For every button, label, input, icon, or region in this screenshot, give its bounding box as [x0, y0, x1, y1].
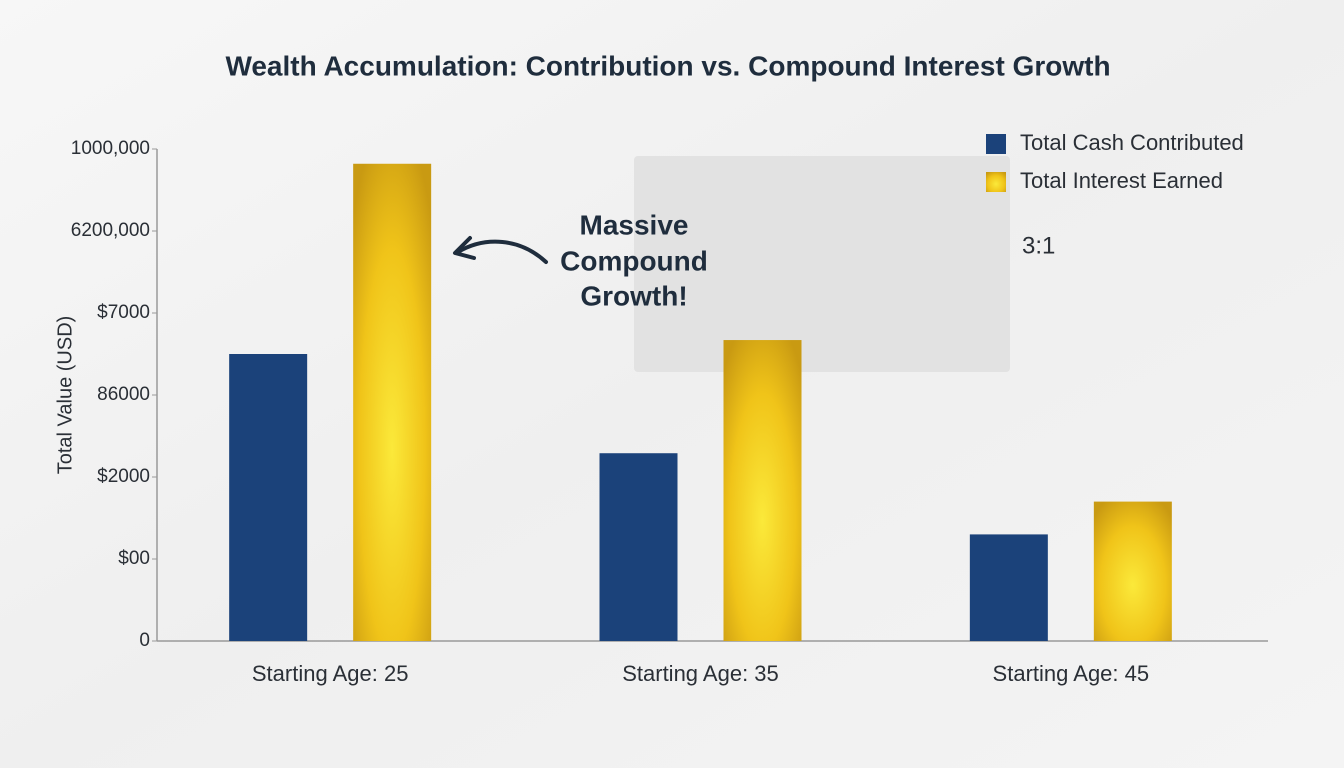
- x-tick-label: Starting Age: 35: [622, 661, 779, 686]
- y-tick-label: $2000: [97, 466, 150, 487]
- y-tick-label: 1000,000: [71, 138, 150, 159]
- annotation: Massive: [580, 209, 689, 240]
- y-tick-label: $7000: [97, 302, 150, 323]
- legend-swatch: [986, 134, 1006, 154]
- ratio-note: 3:1: [1022, 232, 1055, 259]
- y-tick-label: 0: [139, 630, 150, 651]
- legend-label: Total Cash Contributed: [1020, 130, 1244, 155]
- bar: [723, 340, 802, 641]
- y-tick-label: $00: [118, 548, 150, 569]
- bar: [1093, 501, 1172, 641]
- chart-title: Wealth Accumulation: Contribution vs. Co…: [225, 50, 1110, 81]
- x-tick-label: Starting Age: 25: [252, 661, 409, 686]
- y-tick-label: 6200,000: [71, 220, 150, 241]
- bar: [599, 453, 678, 641]
- annotation: Compound: [560, 245, 708, 276]
- bar: [353, 163, 432, 641]
- annotation-arrowhead: [453, 236, 476, 260]
- bar: [229, 354, 308, 641]
- background-monitor: [634, 156, 1010, 372]
- bar: [969, 534, 1048, 641]
- y-tick-label: 86000: [97, 384, 150, 405]
- annotation: Growth!: [580, 280, 687, 311]
- x-tick-label: Starting Age: 45: [993, 661, 1150, 686]
- y-axis-label: Total Value (USD): [54, 316, 76, 475]
- legend-swatch: [986, 172, 1006, 192]
- annotation-arrow: [456, 239, 548, 264]
- legend-label: Total Interest Earned: [1020, 168, 1223, 193]
